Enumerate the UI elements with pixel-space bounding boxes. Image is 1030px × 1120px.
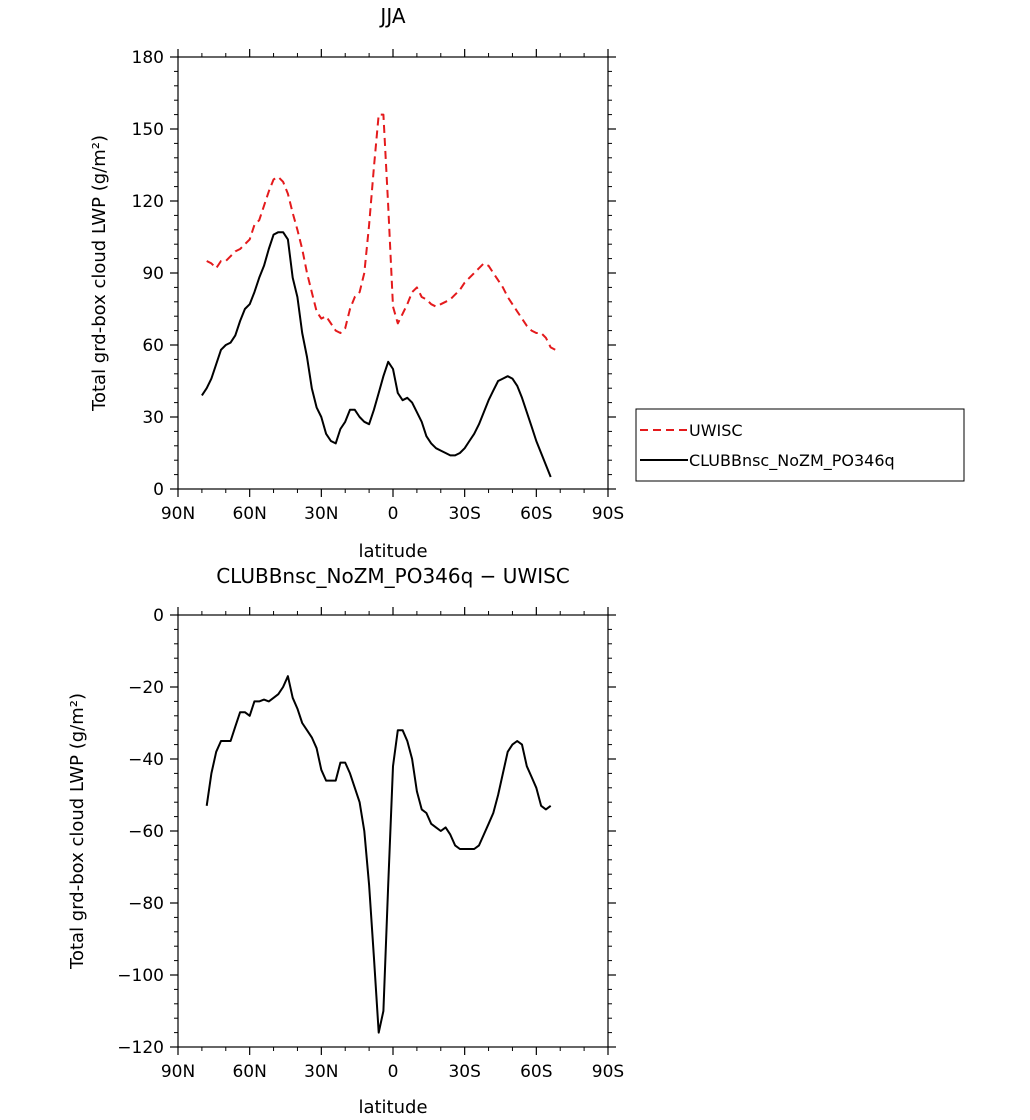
y-tick-label: −80 [128,894,164,914]
y-tick-label: −40 [128,750,164,770]
y-tick-label: 60 [142,336,164,356]
y-tick-label: 120 [132,192,164,212]
bottom-chart-title: CLUBBnsc_NoZM_PO346q − UWISC [216,564,570,588]
y-tick-label: −120 [117,1038,164,1058]
top-ticks [170,49,616,497]
top-y-axis-label: Total grd-box cloud LWP (g/m²) [89,135,110,412]
bottom-plot-frame [177,614,609,1048]
series-line-0-1 [201,231,552,478]
bottom-series-lines [205,675,552,1034]
x-tick-label: 60N [232,1062,266,1082]
y-tick-label: 150 [132,120,164,140]
y-tick-label: −60 [128,822,164,842]
x-tick-label: 60S [520,504,552,524]
y-tick-label: 0 [153,606,164,626]
bottom-y-tick-labels: −120 −100 −80 −60 −40 −20 0 [117,606,164,1058]
x-tick-label: 30N [304,1062,338,1082]
series-line-0-0 [206,113,556,351]
series-line-1-0 [205,675,552,1034]
x-tick-label: 0 [388,1062,399,1082]
top-x-tick-labels: 90N 60N 30N 0 30S 60S 90S [161,504,624,524]
bottom-panel: CLUBBnsc_NoZM_PO346q − UWISC 90N 60N 30N 0 3… [67,564,624,1118]
y-tick-label: −20 [128,678,164,698]
x-tick-label: 60S [520,1062,552,1082]
x-tick-label: 90S [592,1062,624,1082]
x-tick-label: 0 [388,504,399,524]
legend: UWISC CLUBBnsc_NoZM_PO346q [635,408,965,482]
bottom-x-axis-label: latitude [358,1097,427,1118]
top-plot-frame [177,56,609,490]
bottom-x-tick-labels: 90N 60N 30N 0 30S 60S 90S [161,1062,624,1082]
x-tick-label: 90N [161,1062,195,1082]
y-tick-label: −100 [117,966,164,986]
top-chart-title: JJA [378,4,405,28]
top-series-lines [201,113,556,478]
legend-label-clubb: CLUBBnsc_NoZM_PO346q [689,451,895,471]
x-tick-label: 30S [448,504,480,524]
top-panel: JJA 90N 60N 30N 0 30S 60S 90S 0 30 60 90 120 150 180… [89,4,624,562]
y-tick-label: 180 [132,48,164,68]
y-tick-label: 90 [142,264,164,284]
y-tick-label: 30 [142,408,164,428]
top-y-tick-labels: 0 30 60 90 120 150 180 [132,48,164,500]
x-tick-label: 30N [304,504,338,524]
legend-label-uwisc: UWISC [689,421,743,440]
bottom-y-axis-label: Total grd-box cloud LWP (g/m²) [67,693,88,970]
top-x-axis-label: latitude [358,541,427,562]
bottom-ticks [170,607,616,1055]
x-tick-label: 90S [592,504,624,524]
x-tick-label: 60N [232,504,266,524]
y-tick-label: 0 [153,480,164,500]
x-tick-label: 90N [161,504,195,524]
legend-box [635,408,965,482]
x-tick-label: 30S [448,1062,480,1082]
